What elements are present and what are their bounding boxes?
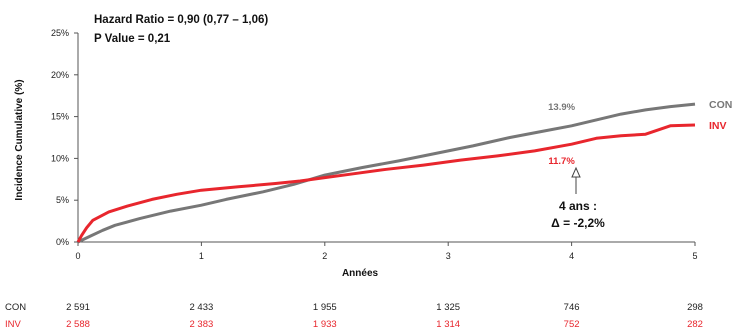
risk-cell-con: 1 325 [436,302,460,313]
x-axis-title: Années [342,268,379,279]
x-tick-label: 5 [692,251,697,261]
legend-label-inv: INV [709,120,727,132]
risk-cell-con: 1 955 [313,302,337,313]
x-tick-label: 0 [75,251,80,261]
risk-cell-con: 298 [687,302,703,313]
x-tick-label: 2 [322,251,327,261]
y-tick-label: 10% [51,153,69,163]
series-line-inv [76,123,696,243]
value-label-con: 13.9% [548,102,575,113]
risk-cell-inv: 282 [687,319,703,330]
value-label-inv: 11.7% [548,156,575,167]
risk-cell-con: 2 433 [190,302,214,313]
annotation-line2: Δ = -2,2% [551,216,605,230]
risk-cell-inv: 2 588 [66,319,90,330]
risk-cell-inv: 1 933 [313,319,337,330]
risk-cell-inv: 752 [564,319,580,330]
y-tick-label: 0% [56,237,69,247]
risk-row-label-con: CON [5,302,26,313]
y-axis-title: Incidence Cumulative (%) [14,79,25,200]
y-tick-label: 25% [51,28,69,38]
x-tick-label: 4 [569,251,574,261]
risk-cell-con: 2 591 [66,302,90,313]
p-value-text: P Value = 0,21 [94,33,171,45]
risk-row-label-inv: INV [5,319,22,330]
y-tick-label: 15% [51,112,69,122]
risk-cell-inv: 2 383 [190,319,214,330]
legend-label-con: CON [709,99,732,111]
annotation-arrowhead [571,166,581,178]
risk-cell-con: 746 [564,302,580,313]
hazard-ratio-text: Hazard Ratio = 0,90 (0,77 – 1,06) [94,14,268,26]
series-line-con [77,102,696,244]
annotation-line1: 4 ans : [559,199,597,213]
y-tick-label: 20% [51,70,69,80]
risk-cell-inv: 1 314 [436,319,460,330]
x-tick-label: 3 [446,251,451,261]
x-tick-label: 1 [199,251,204,261]
y-tick-label: 5% [56,195,69,205]
